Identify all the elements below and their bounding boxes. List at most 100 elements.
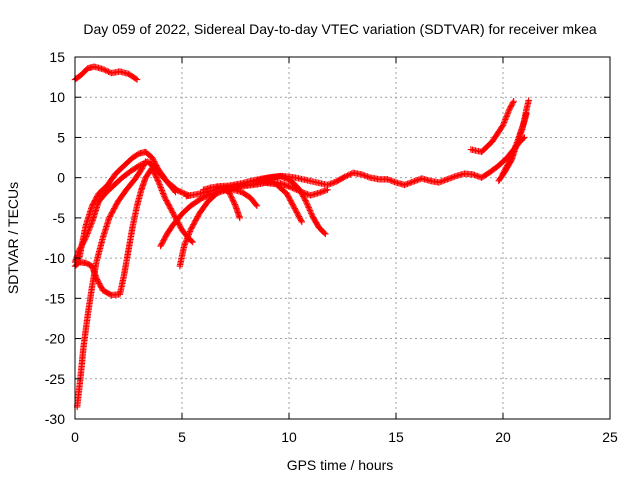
data-point-marker <box>138 161 146 168</box>
data-point-marker <box>253 202 261 210</box>
data-point-marker <box>227 191 234 199</box>
y-tick-label: -20 <box>45 331 65 347</box>
data-point-marker <box>510 146 518 154</box>
data-point-marker <box>152 171 159 179</box>
data-series-arc-1 <box>71 63 141 83</box>
data-point-marker <box>150 167 157 174</box>
data-series-arc-11 <box>253 134 528 189</box>
data-point-marker <box>228 194 235 201</box>
x-tick-label: 0 <box>71 429 79 445</box>
ticks-layer: 0 5 10 15 20 25 -30 -25 -20 -15 -10 -5 0 5 10 15 <box>45 49 618 445</box>
x-tick-label: 15 <box>388 429 404 445</box>
data-point-marker <box>517 129 525 136</box>
data-point-marker <box>152 173 160 180</box>
data-point-marker <box>509 151 516 158</box>
data-point-marker <box>510 148 517 155</box>
data-point-marker <box>514 137 521 145</box>
data-point-marker <box>159 190 167 197</box>
data-point-marker <box>521 134 528 141</box>
data-point-marker <box>500 120 507 128</box>
data-point-marker <box>155 178 162 185</box>
data-point-marker <box>502 114 510 122</box>
data-point-marker <box>159 188 166 196</box>
data-point-marker <box>185 232 192 240</box>
data-point-marker <box>230 198 237 205</box>
data-point-marker <box>513 139 521 146</box>
data-point-marker <box>225 188 233 196</box>
data-point-marker <box>500 119 508 126</box>
data-point-marker <box>161 193 168 200</box>
data-point-marker <box>149 166 156 173</box>
data-point-marker <box>189 238 196 246</box>
data-point-marker <box>155 179 163 187</box>
data-point-marker <box>513 140 520 148</box>
data-point-marker <box>188 237 195 245</box>
data-point-marker <box>306 207 314 214</box>
data-point-marker <box>154 177 162 184</box>
data-point-marker <box>132 75 140 82</box>
x-tick-label: 20 <box>495 429 511 445</box>
x-tick-label: 10 <box>281 429 297 445</box>
y-axis-label: SDTVAR / TECUs <box>5 182 21 294</box>
data-point-marker <box>156 181 163 188</box>
data-point-marker <box>186 228 194 235</box>
data-point-marker <box>151 170 158 177</box>
data-point-marker <box>102 67 109 74</box>
data-point-marker <box>184 234 191 241</box>
data-point-marker <box>183 236 190 244</box>
data-point-marker <box>183 235 191 242</box>
data-point-marker <box>171 187 178 195</box>
data-point-marker <box>507 155 514 162</box>
data-point-marker <box>502 116 509 123</box>
plot-frame <box>74 56 611 420</box>
data-series-arc-13 <box>467 98 517 156</box>
data-point-marker <box>509 99 517 106</box>
data-point-marker <box>226 190 233 197</box>
data-point-marker <box>180 242 188 250</box>
data-point-marker <box>518 127 525 135</box>
data-point-marker <box>308 211 316 219</box>
data-point-marker <box>227 193 235 200</box>
data-point-marker <box>186 229 193 237</box>
data-point-marker <box>297 217 305 224</box>
y-tick-label: -10 <box>45 250 65 266</box>
data-point-marker <box>505 107 513 114</box>
data-point-marker <box>101 66 108 73</box>
data-series-arc-4 <box>71 164 196 299</box>
data-point-marker <box>503 113 510 120</box>
points-layer <box>71 63 532 411</box>
data-point-marker <box>302 198 310 205</box>
data-point-marker <box>516 133 523 140</box>
data-point-marker <box>185 231 193 238</box>
data-point-marker <box>181 241 188 248</box>
data-point-marker <box>515 134 522 142</box>
chart-title: Day 059 of 2022, Sidereal Day-to-day VTE… <box>83 21 596 37</box>
data-point-marker <box>308 210 315 217</box>
data-point-marker <box>501 117 508 125</box>
data-point-marker <box>498 123 506 130</box>
data-point-marker <box>231 199 238 207</box>
data-point-marker <box>307 208 314 216</box>
data-point-marker <box>342 172 350 180</box>
data-point-marker <box>525 97 532 104</box>
data-series-arc-7 <box>176 186 261 270</box>
data-point-marker <box>182 238 190 245</box>
data-point-marker <box>252 201 260 208</box>
data-point-marker <box>510 98 517 105</box>
data-point-marker <box>182 239 189 247</box>
data-point-marker <box>507 153 515 161</box>
data-point-marker <box>499 122 507 129</box>
data-point-marker <box>157 184 164 191</box>
data-point-marker <box>137 161 144 169</box>
data-series-arc-5 <box>76 148 179 262</box>
data-point-marker <box>158 187 166 194</box>
data-point-marker <box>133 76 141 83</box>
data-point-marker <box>345 171 353 179</box>
data-point-marker <box>229 197 237 204</box>
data-point-marker <box>304 201 311 208</box>
data-point-marker <box>172 188 179 196</box>
data-point-marker <box>503 111 511 119</box>
x-axis-label: GPS time / hours <box>287 457 394 473</box>
data-point-marker <box>512 143 519 151</box>
